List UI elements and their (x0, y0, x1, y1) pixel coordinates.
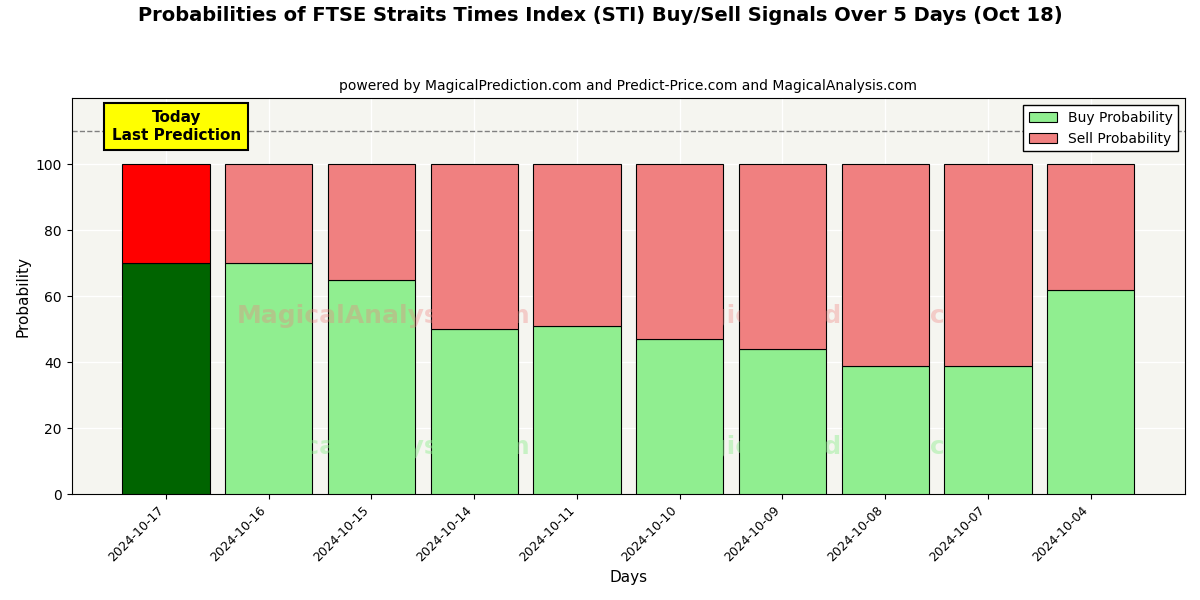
Text: MagicalPrediction.com: MagicalPrediction.com (668, 435, 989, 459)
X-axis label: Days: Days (610, 570, 647, 585)
Bar (841, 365, 929, 494)
Bar (841, 164, 929, 365)
Bar (1048, 290, 1134, 494)
Bar (226, 263, 312, 494)
Bar (636, 164, 724, 339)
Bar (739, 164, 826, 349)
Text: MagicalAnalysis.com: MagicalAnalysis.com (236, 435, 530, 459)
Bar (1048, 164, 1134, 290)
Bar (636, 339, 724, 494)
Title: powered by MagicalPrediction.com and Predict-Price.com and MagicalAnalysis.com: powered by MagicalPrediction.com and Pre… (340, 79, 917, 93)
Bar (226, 164, 312, 263)
Bar (328, 164, 415, 280)
Text: MagicalAnalysis.com: MagicalAnalysis.com (236, 304, 530, 328)
Bar (944, 365, 1032, 494)
Text: MagicalPrediction.com: MagicalPrediction.com (668, 304, 989, 328)
Text: Probabilities of FTSE Straits Times Index (STI) Buy/Sell Signals Over 5 Days (Oc: Probabilities of FTSE Straits Times Inde… (138, 6, 1062, 25)
Legend: Buy Probability, Sell Probability: Buy Probability, Sell Probability (1024, 105, 1178, 151)
Text: Today
Last Prediction: Today Last Prediction (112, 110, 241, 143)
Bar (533, 326, 620, 494)
Bar (431, 329, 518, 494)
Bar (122, 164, 210, 263)
Bar (328, 280, 415, 494)
Bar (122, 263, 210, 494)
Bar (431, 164, 518, 329)
Y-axis label: Probability: Probability (16, 256, 30, 337)
Bar (739, 349, 826, 494)
Bar (944, 164, 1032, 365)
Bar (533, 164, 620, 326)
